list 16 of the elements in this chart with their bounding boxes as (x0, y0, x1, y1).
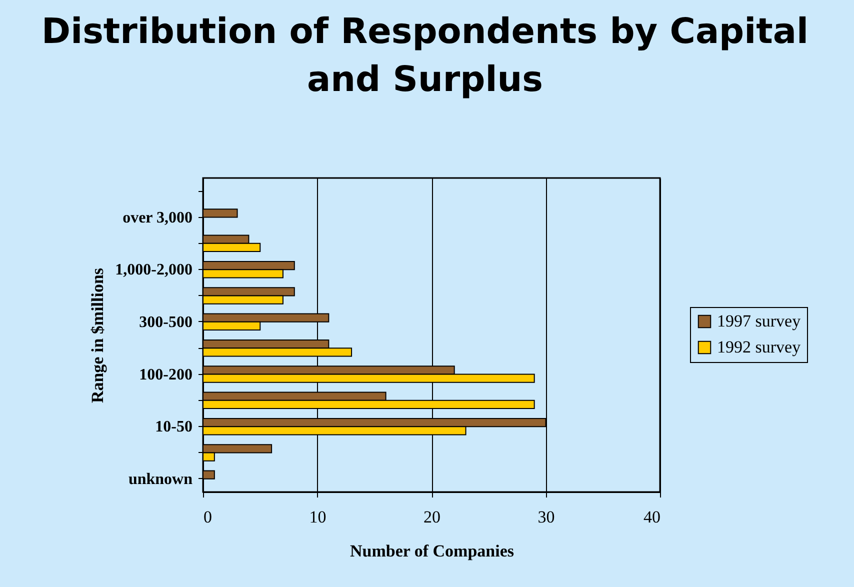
y-tick-label: over 3,000 (122, 209, 192, 226)
y-tick-label: 1,000-2,000 (115, 262, 192, 279)
y-tick-label: unknown (128, 470, 193, 488)
y-axis-title: Range in $millions (88, 268, 108, 404)
y-tick-label: 100-200 (139, 366, 192, 384)
x-tick-label: 20 (424, 508, 440, 526)
x-tick-label: 10 (309, 508, 326, 526)
legend-label: 1997 survey (717, 312, 802, 330)
chart-title: Distribution of Respondents by Capital and Surplus (40, 11, 810, 102)
legend-label: 1992 survey (717, 338, 802, 356)
x-tick-label: 40 (644, 508, 660, 526)
y-tick-label: 300-500 (139, 314, 192, 331)
x-axis-title: Number of Companies (350, 542, 514, 560)
x-tick-label: 30 (538, 508, 555, 526)
x-tick-label: 0 (204, 508, 212, 526)
y-tick-label: 10-50 (155, 418, 192, 436)
